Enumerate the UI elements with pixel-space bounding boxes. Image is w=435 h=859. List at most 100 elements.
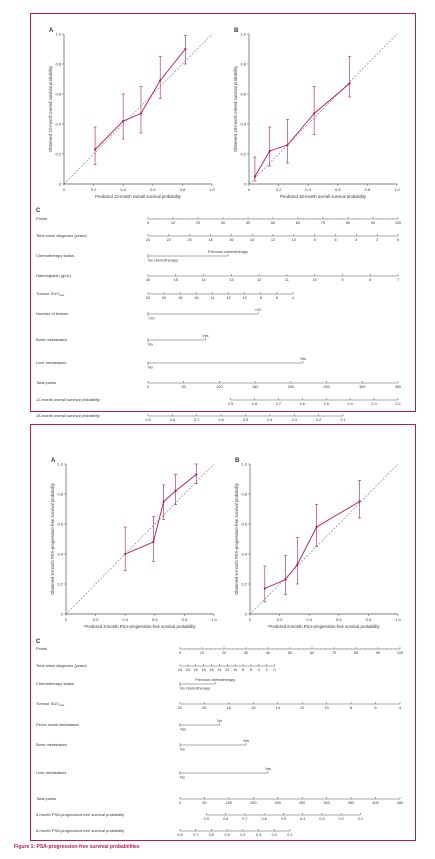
- upper-nomogram-category-label: >20: [255, 308, 261, 312]
- lower-nomogram-row-label: Time since diagnosis (years): [36, 663, 87, 668]
- lower-nomogram-scale-tick-label: 20: [194, 668, 198, 672]
- lower-nomogram-scale-tick-label: 0.4: [300, 817, 305, 821]
- upper-nomogram-scale-tick-label: 0.1: [340, 418, 345, 422]
- upper-nomogram-scale-tick-label: 8: [314, 238, 316, 242]
- lower-figure-frame: [30, 424, 416, 841]
- lower-a-calibration-line: [125, 474, 197, 555]
- upper-nomogram-scale-tick-label: 0: [147, 385, 149, 389]
- upper-nomogram-row-label: Haemoglobin (g/dL): [36, 273, 72, 278]
- upper-nomogram-scale-tick-label: 0.3: [371, 402, 376, 406]
- lower-nomogram-row-label: Chemotherapy status: [36, 681, 74, 686]
- lower-nomogram-scale-tick-label: 10: [325, 706, 329, 710]
- lower-b-x-tick-label: 0.8: [366, 617, 372, 622]
- lower-nomogram-scale-tick-label: 10: [233, 668, 237, 672]
- upper-nomogram-row-label: Number of lesions: [36, 311, 68, 316]
- lower-b-y-tick-label: 0.2: [241, 582, 247, 587]
- lower-nomogram-category-label: Previous chemotherapy: [195, 678, 235, 682]
- lower-b-data-point: [296, 563, 299, 566]
- lower-nomogram-scale-tick-label: 4: [258, 668, 260, 672]
- upper-a-x-tick-label: 1.0: [209, 187, 215, 192]
- lower-nomogram-scale-tick-label: 40: [266, 651, 270, 655]
- upper-b-x-tick-label: 0.4: [305, 187, 311, 192]
- lower-nomogram-scale-tick-label: 0: [179, 801, 181, 805]
- lower-nomogram-scale-tick-label: 16: [251, 706, 255, 710]
- upper-b-data-point: [268, 149, 271, 153]
- lower-nomogram-category-label: No: [180, 748, 185, 752]
- lower-nomogram-scale-tick-label: 0.8: [223, 817, 228, 821]
- lower-a-panel-letter: A: [51, 458, 56, 464]
- upper-nomogram-scale-tick-label: 60: [296, 221, 300, 225]
- upper-a-data-point: [139, 112, 143, 115]
- lower-nomogram-category-label: No chemotherapy: [180, 687, 210, 691]
- upper-nomogram-scale-tick-label: 12: [257, 278, 261, 282]
- lower-nomogram-scale-tick-label: 50: [202, 801, 206, 805]
- lower-nomogram-category-label: Yes: [265, 767, 271, 771]
- lower-nomogram-scale-tick-label: 0: [274, 668, 276, 672]
- lower-nomogram-scale-tick-label: 6: [374, 706, 376, 710]
- lower-nomogram-scale-tick-label: 250: [299, 801, 305, 805]
- upper-nomogram-scale-tick-label: 100: [395, 221, 401, 225]
- lower-nomogram-row-label: Points: [36, 646, 47, 651]
- lower-a-y-tick-label: 0.4: [57, 552, 63, 557]
- lower-nomogram-scale-tick-label: 20: [202, 706, 206, 710]
- upper-nomogram-category-label: No: [148, 366, 153, 370]
- lower-a-y-tick-label: 0.6: [57, 522, 63, 527]
- lower-a-data-point: [152, 540, 155, 544]
- upper-nomogram-scale-tick-label: 22: [167, 238, 171, 242]
- upper-nomogram-scale-tick-label: 0.9: [145, 418, 150, 422]
- lower-nomogram-scale-tick-label: 8: [242, 668, 244, 672]
- upper-b-y-tick-label: 0.8: [240, 62, 246, 67]
- lower-nomogram-scale-tick-label: 0.2: [272, 833, 277, 837]
- upper-nomogram-scale-tick-label: 22: [146, 296, 150, 300]
- lower-nomogram-category-label: Yes: [180, 728, 186, 732]
- upper-a-y-axis-label: Observed 12-month overall survival proba…: [48, 65, 53, 152]
- upper-b-y-tick-label: 0.6: [240, 92, 246, 97]
- lower-a-y-axis-label: Observed 3-month PSA-progression-free su…: [50, 482, 55, 595]
- upper-a-y-tick-label: 0.6: [55, 92, 61, 97]
- upper-nomogram-category-label: Previous chemotherapy: [208, 250, 248, 254]
- upper-nomogram-scale-tick-label: 6: [334, 238, 336, 242]
- upper-a-data-point: [93, 148, 97, 151]
- upper-nomogram-scale-tick-label: 16: [229, 238, 233, 242]
- lower-nomogram-scale-tick-label: 18: [227, 706, 231, 710]
- upper-nomogram-scale-tick-label: 24: [146, 238, 150, 242]
- lower-nomogram-row-label: Pelvic nodal metastases: [36, 722, 79, 727]
- lower-a-data-point: [162, 500, 165, 503]
- lower-nomogram-row-label: Bone metastases: [36, 742, 67, 747]
- lower-b-y-tick-label: 0: [245, 612, 248, 617]
- lower-b-y-tick-label: 0.8: [241, 492, 247, 497]
- lower-a-data-point: [195, 473, 198, 476]
- upper-b-data-point: [286, 143, 289, 147]
- lower-a-y-tick-label: 0: [61, 612, 64, 617]
- lower-nomogram-scale-tick-label: 24: [178, 668, 182, 672]
- upper-nomogram-row-label-sub: max: [59, 293, 65, 297]
- upper-nomogram-scale-tick-label: 12: [226, 296, 230, 300]
- upper-nomogram-scale-tick-label: 150: [252, 385, 258, 389]
- upper-a-panel-letter: A: [49, 28, 54, 34]
- upper-nomogram-scale-tick-label: 250: [323, 385, 329, 389]
- lower-nomogram-scale-tick-label: 0.6: [209, 833, 214, 837]
- lower-nomogram-scale-tick-label: 14: [217, 668, 221, 672]
- lower-nomogram-scale-tick-label: 60: [310, 651, 314, 655]
- upper-nomogram-row-label: Tumour SUVmax: [36, 291, 65, 297]
- lower-a-y-tick-label: 0.2: [57, 582, 63, 587]
- upper-nomogram-scale-tick-label: 0.4: [348, 402, 353, 406]
- lower-a-x-tick-label: 0.8: [182, 617, 188, 622]
- upper-nomogram-scale-tick-label: 50: [271, 221, 275, 225]
- upper-b-data-point: [253, 175, 257, 178]
- lower-b-data-point: [284, 578, 287, 581]
- lower-a-x-axis-label: Predicted 3-month PSA-progression-free s…: [84, 624, 196, 629]
- lower-nomogram-category-label: No: [180, 776, 185, 780]
- lower-nomogram-scale-tick-label: 22: [186, 668, 190, 672]
- lower-nomogram-scale-tick-label: 90: [376, 651, 380, 655]
- lower-nomogram-row-label: 3-month PSA-progression-free survival pr…: [36, 812, 124, 817]
- lower-nomogram-scale-tick-label: 0.7: [193, 833, 198, 837]
- upper-a-reference-line: [63, 33, 213, 185]
- lower-nomogram-scale-tick-label: 8: [350, 706, 352, 710]
- lower-nomogram-scale-tick-label: 14: [276, 706, 280, 710]
- upper-b-reference-line: [248, 33, 398, 185]
- upper-b-y-tick-label: 0: [244, 182, 247, 187]
- lower-nomogram-category-label: No: [217, 719, 222, 723]
- lower-nomogram-scale-tick-label: 0.7: [242, 817, 247, 821]
